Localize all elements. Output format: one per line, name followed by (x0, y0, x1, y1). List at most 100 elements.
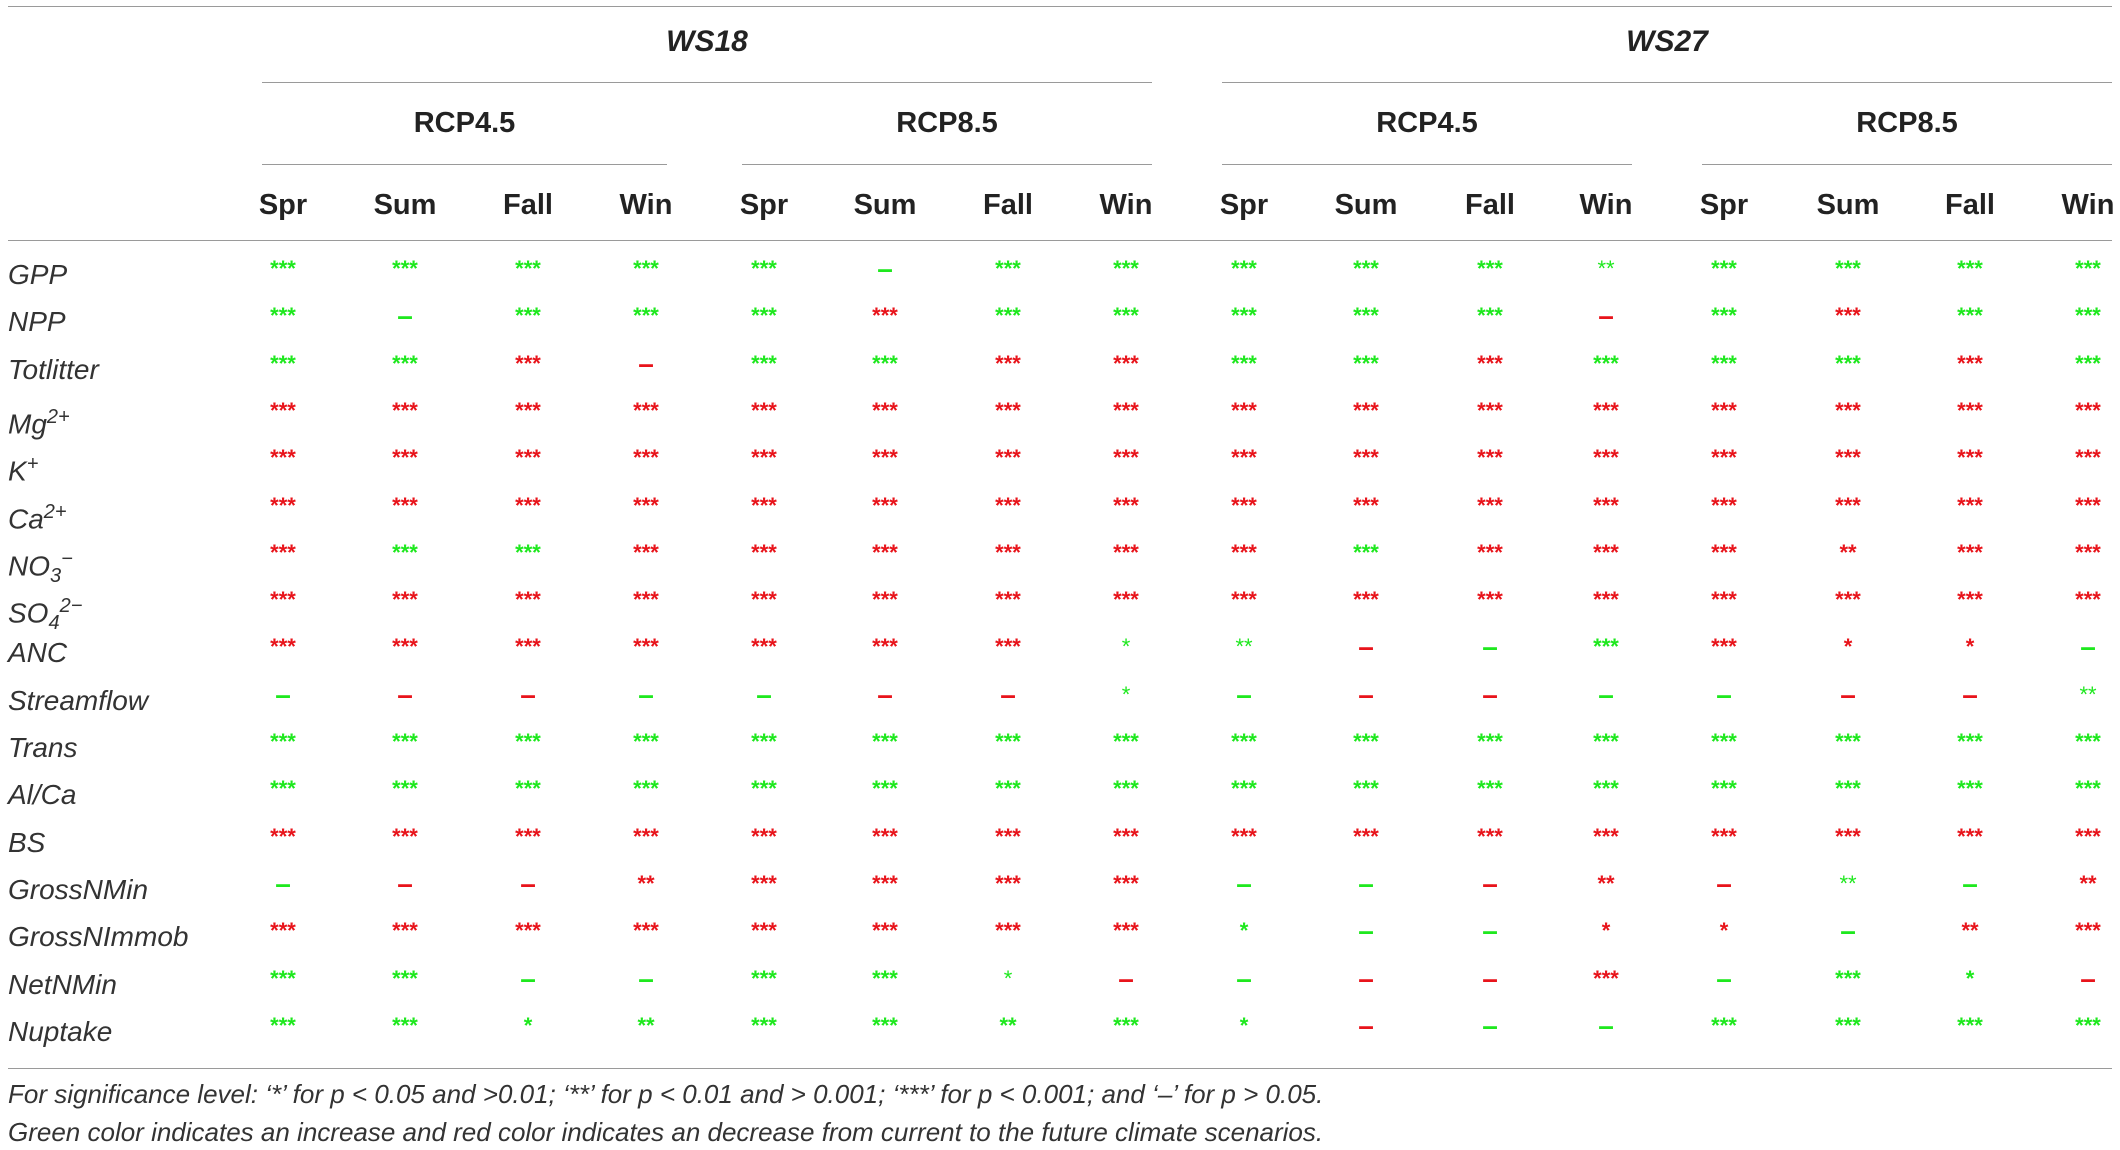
significance-cell: *** (751, 492, 777, 518)
significance-cell: *** (392, 965, 418, 991)
significance-cell: *** (751, 1012, 777, 1038)
significance-cell: *** (270, 587, 296, 613)
season-header: Fall (1465, 189, 1515, 221)
significance-cell: *** (515, 492, 541, 518)
row-label-subscript: 4 (48, 612, 60, 635)
significance-cell: *** (392, 1012, 418, 1038)
significance-cell: *** (995, 397, 1021, 423)
significance-cell: *** (1835, 350, 1861, 376)
significance-cell: *** (1711, 587, 1737, 613)
significance-cell: *** (1593, 397, 1619, 423)
significance-cell: *** (270, 918, 296, 944)
significance-cell: *** (515, 918, 541, 944)
significance-cell: ** (1235, 634, 1253, 660)
significance-cell: *** (270, 539, 296, 565)
season-header: Spr (1699, 189, 1749, 221)
group-rule-ws27 (1222, 82, 2112, 83)
significance-cell: – (2080, 962, 2096, 994)
scenario-header-ws18-rcp85: RCP8.5 (896, 107, 998, 139)
significance-cell: *** (1231, 445, 1257, 471)
significance-cell: *** (1711, 492, 1737, 518)
significance-cell: ** (637, 1012, 655, 1038)
significance-cell: *** (633, 587, 659, 613)
significance-cell: *** (1113, 445, 1139, 471)
season-header: Sum (1816, 189, 1880, 221)
row-label-base: BS (8, 826, 46, 858)
scenario-header-ws18-rcp45: RCP4.5 (413, 107, 516, 139)
significance-cell: * (1239, 918, 1249, 944)
significance-cell: – (275, 678, 291, 710)
scenario-header-ws27-rcp45: RCP4.5 (1376, 107, 1478, 139)
significance-cell: *** (1231, 587, 1257, 613)
scenario-rule-3 (1222, 164, 1632, 165)
significance-cell: *** (515, 587, 541, 613)
significance-cell: *** (392, 634, 418, 660)
significance-cell: – (1716, 678, 1732, 710)
significance-cell: *** (1113, 918, 1139, 944)
significance-cell: *** (633, 539, 659, 565)
significance-cell: *** (995, 587, 1021, 613)
row-label-base: SO (8, 597, 49, 629)
significance-cell: *** (2075, 492, 2101, 518)
significance-cell: *** (1711, 729, 1737, 754)
significance-cell: *** (633, 397, 659, 423)
significance-cell: *** (633, 445, 659, 471)
significance-cell: *** (1113, 397, 1139, 423)
season-header: Fall (1945, 189, 1995, 221)
significance-cell: – (1598, 678, 1614, 710)
significance-cell: *** (1957, 823, 1983, 849)
significance-cell: *** (2075, 350, 2101, 376)
significance-cell: – (877, 678, 893, 710)
significance-cell: – (877, 253, 893, 284)
row-label-base: GrossNImmob (8, 921, 189, 953)
significance-cell: *** (872, 587, 898, 613)
significance-cell: *** (1835, 445, 1861, 471)
season-header: Spr (739, 189, 789, 221)
significance-cell: *** (270, 256, 296, 281)
bottom-rule (8, 1068, 2112, 1069)
significance-cell: *** (1835, 1012, 1861, 1038)
significance-cell: ** (1597, 256, 1615, 281)
significance-cell: *** (1711, 303, 1737, 329)
significance-cell: *** (2075, 445, 2101, 471)
significance-cell: *** (1835, 256, 1861, 281)
significance-cell: *** (1231, 350, 1257, 376)
significance-cell: *** (751, 350, 777, 376)
row-label: BS (8, 823, 45, 863)
significance-cell: *** (995, 539, 1021, 565)
season-header: Spr (258, 189, 308, 221)
significance-cell: *** (1477, 776, 1503, 802)
significance-cell: *** (995, 823, 1021, 849)
significance-cell: *** (1957, 776, 1983, 802)
significance-cell: *** (1113, 587, 1139, 613)
significance-cell: *** (1835, 729, 1861, 754)
significance-cell: – (1598, 1009, 1614, 1041)
significance-cell: *** (1593, 445, 1619, 471)
significance-cell: *** (515, 397, 541, 423)
significance-cell: *** (2075, 256, 2101, 281)
significance-cell: *** (1711, 823, 1737, 849)
row-label-base: K (8, 455, 27, 487)
significance-cell: *** (751, 729, 777, 754)
significance-cell: * (1121, 634, 1131, 660)
significance-cell: *** (633, 918, 659, 944)
significance-cell: * (1965, 965, 1975, 991)
significance-cell: ** (1961, 918, 1979, 944)
significance-cell: – (1358, 1009, 1374, 1041)
row-label-base: Nuptake (8, 1015, 113, 1047)
significance-cell: * (1843, 634, 1853, 660)
significance-cell: *** (1477, 587, 1503, 613)
row-label: NO3− (8, 539, 73, 596)
significance-cell: *** (995, 492, 1021, 518)
significance-cell: – (275, 867, 291, 899)
significance-cell: *** (270, 965, 296, 991)
significance-cell: – (1716, 867, 1732, 899)
significance-cell: *** (1957, 729, 1983, 754)
significance-cell: – (1482, 678, 1498, 710)
group-rule-ws18 (262, 82, 1152, 83)
significance-cell: *** (392, 823, 418, 849)
significance-cell: *** (995, 303, 1021, 329)
significance-cell: *** (1477, 445, 1503, 471)
season-header: Fall (503, 189, 553, 221)
significance-cell: *** (1231, 397, 1257, 423)
